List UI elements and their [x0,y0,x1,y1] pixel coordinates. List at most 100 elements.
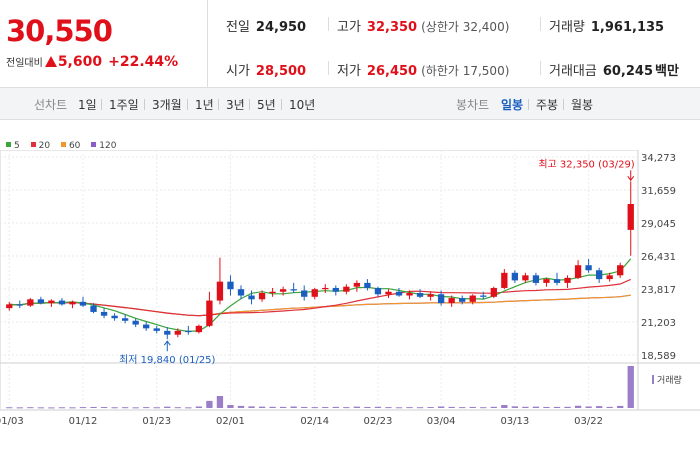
candle-body [216,281,224,301]
volume-bar [627,366,634,408]
volume-bar [543,406,550,408]
x-tick-label: 01/23 [142,416,171,427]
tab-range-1y[interactable]: 1년 [195,98,214,112]
candle-body [532,275,540,283]
volume-bar [143,407,150,409]
stat-high: 고가 32,350 (상한가 32,400) [337,16,509,35]
volume-bar [111,407,118,409]
tab-range-10y[interactable]: 10년 [289,98,316,112]
volume-bar [606,406,613,408]
x-tick-label: 01/12 [69,416,98,427]
tab-candle-chart[interactable]: 봉차트 [456,98,490,112]
volume-bar [248,406,255,408]
volume-bar [322,407,329,409]
divider [249,99,250,110]
candle-body [480,295,487,297]
x-tick-label: 02/01 [216,416,245,427]
candle-body [206,300,213,326]
volume-bar [395,407,403,409]
stat-value: 26,450 [366,64,418,79]
candle-body [164,330,171,335]
volume-bar [206,400,213,408]
candle-body [100,311,108,316]
candle-body [269,291,276,294]
candle-body [427,294,434,297]
ma20-line [9,278,631,317]
stat-label: 저가 [337,64,361,79]
x-tick-label: 02/14 [300,416,329,427]
tab-line-chart[interactable]: 선차트 [34,98,68,112]
candle-body [79,301,87,306]
candle-body [459,298,466,302]
legend-ma60: 60 [60,141,80,151]
x-tick-label: 03/13 [500,416,529,427]
tab-weekly[interactable]: 주봉 [536,98,559,112]
change-label: 전일대비 [6,58,43,69]
stat-label: 시가 [226,64,250,79]
stat-value: 32,350 [366,20,418,35]
stat-value: 24,950 [255,20,307,35]
stat-value: 60,245 [602,64,654,79]
y-tick-label: 31,659 [641,186,676,197]
divider [328,61,329,75]
volume-bar [121,407,129,409]
high-annotation: 최고 32,350 (03/29) [538,158,634,170]
divider [187,99,188,110]
volume-bar [174,407,181,409]
volume-bar [237,405,245,408]
candle-body [469,295,476,302]
volume-bar [6,407,13,409]
volume-bar [448,406,455,408]
volume-bar [480,407,487,409]
y-tick-label: 29,045 [641,219,676,230]
candle-body [121,318,129,321]
volume-bar [258,406,266,408]
candle-body [585,265,592,271]
volume-bar [522,406,529,408]
candle-body [153,328,160,331]
candle-body [279,289,287,292]
volume-bar [617,405,624,408]
volume-bar [279,406,287,408]
legend-ma20: 20 [30,141,50,151]
candle-body [374,287,382,295]
candle-body [311,289,318,297]
volume-bar [301,406,308,408]
quote-summary: 30,550 전일대비 5,600 +22.44% 전일 24,950 고가 32,35… [0,0,700,88]
volume-bar [332,406,339,408]
volume-legend-label: 거래량 [657,374,682,386]
candle-body [322,287,329,290]
candle-body [385,291,392,295]
tab-range-1d[interactable]: 1일 [78,98,97,112]
volume-bar [374,406,382,408]
low-arrow-icon [163,340,171,352]
tab-monthly[interactable]: 월봉 [571,98,594,112]
tab-range-3m[interactable]: 3개월 [152,98,182,112]
candle-body [6,304,13,309]
volume-bar [459,407,466,409]
candle-body [543,279,550,283]
candle-body [553,279,561,283]
change-row: 전일대비 5,600 +22.44% [6,54,178,70]
tab-range-3y[interactable]: 3년 [226,98,245,112]
volume-bar [406,407,413,409]
volume-bar [227,405,234,408]
x-tick-label: 02/23 [364,416,393,427]
volume-bar [532,406,540,408]
legend-swatch [30,142,36,147]
tab-daily[interactable]: 일봉 [501,98,524,112]
tab-range-1w[interactable]: 1주일 [109,98,139,112]
volume-bar [469,406,476,408]
candle-body [227,281,234,290]
candle-body [132,320,139,325]
legend-label: 120 [99,141,117,151]
candle-body [617,265,624,276]
divider [540,17,541,31]
stat-label: 거래량 [549,20,585,35]
volume-bar [27,407,34,409]
tab-range-5y[interactable]: 5년 [257,98,276,112]
candle-body [37,299,45,304]
volume-bar [290,406,297,408]
volume-bar [427,407,434,409]
